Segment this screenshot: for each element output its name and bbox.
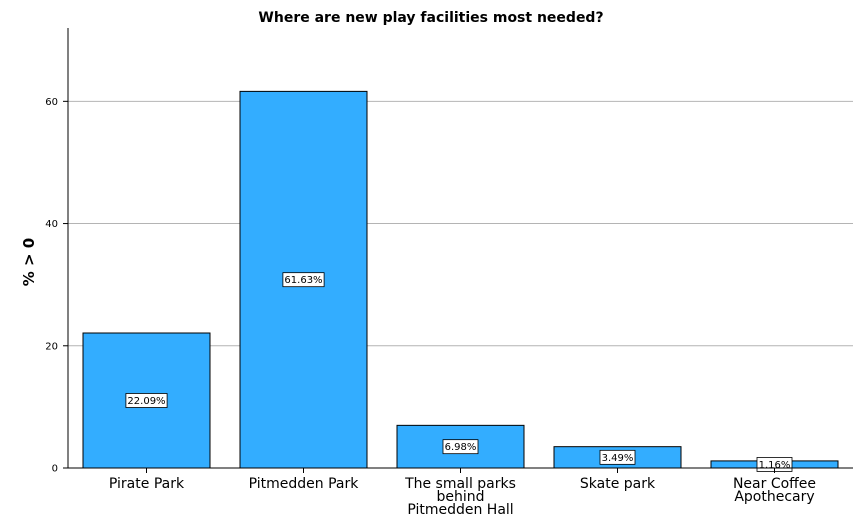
data-label: 3.49% — [599, 449, 636, 465]
x-tick-label: Near Coffee Apothecary — [733, 476, 816, 505]
x-axis-ticks: Pirate Park Pitmedden Park The small parks… — [109, 468, 816, 518]
y-axis-ticks: 0 20 40 60 — [45, 97, 68, 475]
y-axis-label: % > 0 — [20, 238, 38, 286]
y-tick-label: 20 — [45, 341, 58, 352]
data-label-text: 61.63% — [284, 275, 322, 286]
y-tick-label: 60 — [45, 97, 58, 108]
data-label-text: 1.16% — [759, 460, 791, 471]
x-tick-label: The small parks behind Pitmedden Hall — [404, 476, 516, 518]
data-label: 61.63% — [282, 272, 325, 288]
data-label-text: 6.98% — [445, 442, 477, 453]
data-label: 22.09% — [125, 393, 168, 408]
data-label: 6.98% — [442, 439, 479, 455]
bars: 22.09% 61.63% 6.98% 3.49% 1.16% — [82, 90, 839, 472]
data-label-box — [442, 439, 479, 455]
data-label-box — [599, 449, 636, 465]
grid-lines — [68, 100, 853, 347]
data-label-text: 22.09% — [127, 396, 165, 407]
data-label-text: 3.49% — [602, 453, 634, 464]
data-label-box — [125, 393, 168, 408]
y-tick-label: 40 — [45, 219, 58, 230]
x-tick-label: Pitmedden Park — [249, 476, 360, 492]
chart-title: Where are new play facilities most neede… — [258, 10, 603, 26]
x-tick-label: Pirate Park — [109, 476, 185, 492]
data-label-box — [282, 272, 325, 288]
y-tick-label: 0 — [52, 464, 58, 475]
x-tick-label: Skate park — [580, 476, 656, 492]
